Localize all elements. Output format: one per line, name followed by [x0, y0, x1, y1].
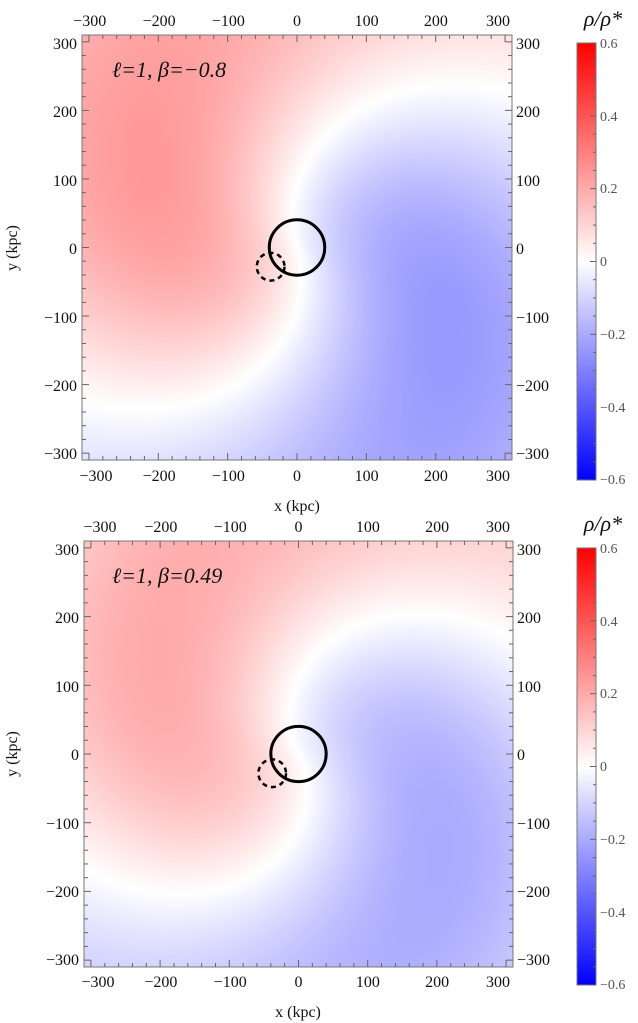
- y-tick-label-right-2-4: −100: [517, 816, 550, 833]
- colorbar-ticks-1: [590, 42, 596, 481]
- colorbar-tick-label-2-3: 0: [600, 760, 607, 775]
- y-tick-label-right-1-1: 200: [516, 104, 540, 121]
- x-tick-label-bottom-1-3: 0: [293, 468, 301, 485]
- y-tick-label-left-1-0: 300: [53, 36, 77, 53]
- dashed-circle-1: [255, 251, 286, 282]
- x-tick-label-top-2-1: −200: [144, 519, 177, 536]
- colorbar-tick-label-2-6: −0.6: [600, 978, 625, 993]
- y-tick-label-right-1-6: −300: [516, 446, 549, 463]
- y-tick-label-right-1-4: −100: [516, 310, 549, 327]
- y-tick-label-right-1-0: 300: [516, 36, 540, 53]
- colorbar-tick-label-1-5: −0.4: [600, 401, 625, 416]
- solid-circle-1: [267, 218, 327, 277]
- x-tick-label-top-1-4: 100: [355, 13, 379, 30]
- x-tick-label-top-2-6: 300: [486, 519, 510, 536]
- dashed-circle-2: [257, 758, 288, 789]
- colorbar-tick-label-1-2: 0.2: [600, 182, 618, 197]
- x-tick-label-bottom-1-1: −200: [143, 468, 176, 485]
- x-tick-label-top-2-5: 200: [425, 519, 449, 536]
- colorbar-tick-label-2-1: 0.4: [600, 615, 618, 630]
- density-heatmap-2: [84, 541, 513, 967]
- y-tick-label-left-2-4: −100: [46, 816, 79, 833]
- x-tick-label-top-1-1: −200: [143, 13, 176, 30]
- annotation-label-2: ℓ=1, β=0.49: [112, 563, 222, 588]
- x-tick-label-top-2-2: −100: [214, 519, 247, 536]
- colorbar-tick-label-1-4: −0.2: [600, 328, 625, 343]
- y-tick-label-left-1-1: 200: [53, 104, 77, 121]
- colorbar-ticks-2: [590, 547, 596, 986]
- y-tick-label-left-1-2: 100: [53, 173, 77, 190]
- y-tick-label-left-2-2: 100: [55, 679, 79, 696]
- x-tick-label-bottom-2-5: 200: [425, 974, 449, 991]
- density-heatmap-1: [82, 35, 512, 460]
- x-tick-label-bottom-2-1: −200: [144, 974, 177, 991]
- x-tick-label-bottom-2-3: 0: [295, 974, 303, 991]
- colorbar-tick-label-1-3: 0: [600, 255, 607, 270]
- panel-1: ℓ=1, β=−0.8 x (kpc) y (kpc) −300 −200 −1…: [4, 6, 625, 515]
- y-tick-label-left-2-6: −300: [46, 952, 79, 969]
- x-tick-label-top-2-0: −300: [83, 519, 116, 536]
- colorbar-tick-label-2-5: −0.4: [600, 906, 625, 921]
- annotation-label-1: ℓ=1, β=−0.8: [112, 57, 226, 82]
- x-tick-label-bottom-1-0: −300: [79, 468, 112, 485]
- colorbar-title-2: ρ/ρ*: [583, 511, 622, 536]
- y-tick-label-right-1-3: 0: [516, 241, 524, 258]
- x-tick-label-bottom-2-4: 100: [356, 974, 380, 991]
- solid-circle-2: [269, 724, 328, 784]
- x-axis-title-2: x (kpc): [275, 1004, 321, 1021]
- y-tick-label-left-1-4: −100: [44, 310, 77, 327]
- panel-2: ℓ=1, β=0.49 x (kpc) y (kpc) −300 −200 −1…: [4, 511, 625, 1021]
- colorbar-tick-label-2-4: −0.2: [600, 833, 625, 848]
- y-tick-label-left-2-1: 200: [55, 610, 79, 627]
- y-tick-label-right-2-0: 300: [517, 542, 541, 559]
- y-tick-label-right-2-1: 200: [517, 610, 541, 627]
- y-tick-label-left-2-3: 0: [71, 747, 79, 764]
- y-tick-label-left-2-5: −200: [46, 884, 79, 901]
- x-tick-label-top-2-4: 100: [356, 519, 380, 536]
- x-tick-label-top-1-3: 0: [293, 13, 301, 30]
- y-tick-label-right-2-2: 100: [517, 679, 541, 696]
- axis-ticks-2: [84, 541, 513, 967]
- x-tick-label-bottom-1-2: −100: [212, 468, 245, 485]
- x-tick-label-top-1-6: 300: [486, 13, 510, 30]
- y-tick-label-right-2-3: 0: [517, 747, 525, 764]
- y-tick-label-right-2-5: −200: [517, 884, 550, 901]
- axis-ticks-1: [82, 35, 512, 460]
- y-tick-label-right-1-5: −200: [516, 378, 549, 395]
- x-tick-label-bottom-1-5: 200: [424, 468, 448, 485]
- x-tick-label-bottom-2-0: −300: [81, 974, 114, 991]
- colorbar-tick-label-2-2: 0.2: [600, 687, 618, 702]
- x-axis-title-1: x (kpc): [274, 498, 320, 515]
- colorbar-tick-label-1-0: 0.6: [600, 37, 618, 52]
- y-axis-title-2: y (kpc): [4, 731, 21, 777]
- y-tick-label-right-1-2: 100: [516, 173, 540, 190]
- x-tick-label-bottom-2-6: 300: [486, 974, 510, 991]
- x-tick-label-bottom-2-2: −100: [214, 974, 247, 991]
- colorbar-tick-label-2-0: 0.6: [600, 542, 618, 557]
- colorbar-tick-label-1-6: −0.6: [600, 473, 625, 488]
- y-axis-title-1: y (kpc): [4, 225, 21, 271]
- x-tick-label-bottom-1-4: 100: [355, 468, 379, 485]
- y-tick-label-right-2-6: −300: [517, 952, 550, 969]
- x-tick-label-top-2-3: 0: [295, 519, 303, 536]
- y-tick-label-left-1-5: −200: [44, 378, 77, 395]
- colorbar-tick-label-1-1: 0.4: [600, 110, 618, 125]
- y-tick-label-left-1-3: 0: [69, 241, 77, 258]
- x-tick-label-top-1-0: −300: [73, 13, 106, 30]
- x-tick-label-bottom-1-6: 300: [486, 468, 510, 485]
- x-tick-label-top-1-5: 200: [424, 13, 448, 30]
- y-tick-label-left-1-6: −300: [44, 446, 77, 463]
- colorbar-title-1: ρ/ρ*: [583, 6, 622, 31]
- x-tick-label-top-1-2: −100: [212, 13, 245, 30]
- y-tick-label-left-2-0: 300: [55, 542, 79, 559]
